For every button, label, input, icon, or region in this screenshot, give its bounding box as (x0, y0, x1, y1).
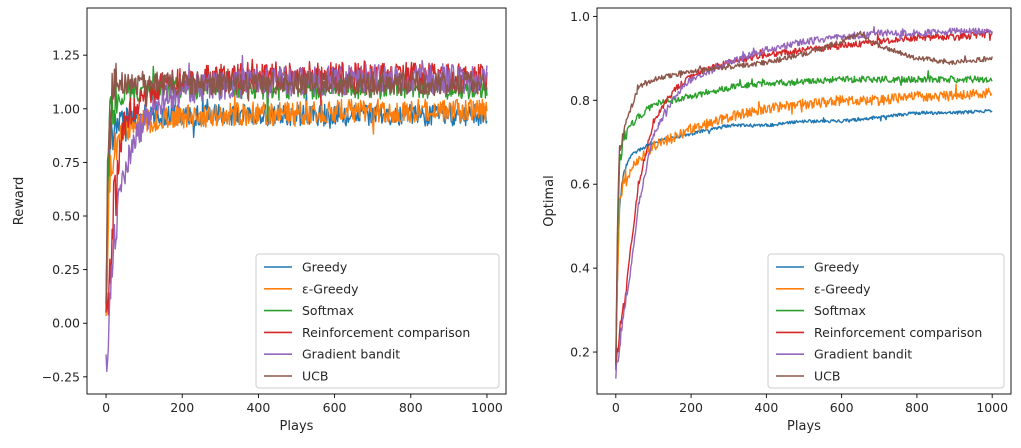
x-tick-label: 200 (170, 400, 194, 415)
legend-label: Softmax (814, 303, 866, 318)
series-line-reinforcement-comparison (615, 29, 993, 371)
legend-label: Gradient bandit (302, 347, 400, 362)
axes-frame (86, 7, 507, 395)
y-tick-label: 0.00 (52, 316, 80, 331)
legend-label: Greedy (302, 260, 348, 275)
x-tick-label: 600 (323, 400, 347, 415)
x-tick-label: 400 (754, 400, 778, 415)
legend-label: ε-Greedy (302, 281, 359, 296)
x-axis-label: Plays (787, 419, 821, 434)
y-axis-label: Reward (12, 177, 27, 225)
x-tick-label: 600 (830, 400, 854, 415)
y-tick-label: −0.25 (42, 369, 80, 384)
series-line--greedy (105, 90, 488, 317)
legend-label: Reinforcement comparison (814, 325, 982, 340)
y-tick-label: 0.2 (570, 345, 590, 360)
x-tick-label: 1000 (471, 400, 503, 415)
series-line-ucb (615, 30, 993, 365)
legend-label: Greedy (814, 260, 860, 275)
legend-label: UCB (814, 369, 840, 384)
series-line-gradient-bandit (615, 25, 993, 379)
x-tick-label: 400 (246, 400, 270, 415)
x-axis-label: Plays (280, 419, 314, 434)
y-axis-label: Optimal (542, 175, 557, 226)
series-group (615, 25, 993, 379)
series-line-ucb (105, 62, 488, 303)
legend-box (767, 253, 1005, 389)
chart-2: 0 200 400 600 800 1000 0.2 0.4 0.6 0.8 1.0 Plays Opt… (542, 7, 1012, 434)
y-tick-label: 0.50 (52, 209, 80, 224)
legend-label: Softmax (302, 303, 354, 318)
axes-frame (596, 7, 1012, 395)
legend: Greedy ε-Greedy Softmax Reinforcement compa… (255, 253, 500, 389)
y-tick-label: 0.4 (570, 261, 590, 276)
y-tick-label: 0.25 (52, 262, 80, 277)
x-tick-label: 1000 (976, 400, 1008, 415)
x-tick-label: 200 (679, 400, 703, 415)
y-tick-label: 1.0 (570, 9, 590, 24)
legend-label: ε-Greedy (814, 281, 871, 296)
legend-label: UCB (302, 369, 328, 384)
legend-box (255, 253, 500, 389)
series-group (105, 54, 488, 373)
x-tick-label: 800 (399, 400, 423, 415)
x-tick-label: 0 (102, 400, 110, 415)
y-tick-label: 0.75 (52, 155, 80, 170)
series-line-greedy (105, 87, 488, 314)
legend-label: Reinforcement comparison (302, 325, 470, 340)
x-tick-label: 800 (905, 400, 929, 415)
series-line-softmax (615, 70, 993, 367)
y-tick-label: 1.25 (52, 48, 80, 63)
legend: Greedy ε-Greedy Softmax Reinforcement compa… (767, 253, 1005, 389)
legend-label: Gradient bandit (814, 347, 912, 362)
y-tick-label: 1.00 (52, 101, 80, 116)
y-tick-label: 0.6 (570, 177, 590, 192)
chart-1: 0 200 400 600 800 1000 −0.25 0.00 0.25 0.50 0.75 1.… (12, 7, 507, 434)
x-tick-label: 0 (612, 400, 620, 415)
y-tick-label: 0.8 (570, 93, 590, 108)
series-line--greedy (615, 83, 993, 370)
